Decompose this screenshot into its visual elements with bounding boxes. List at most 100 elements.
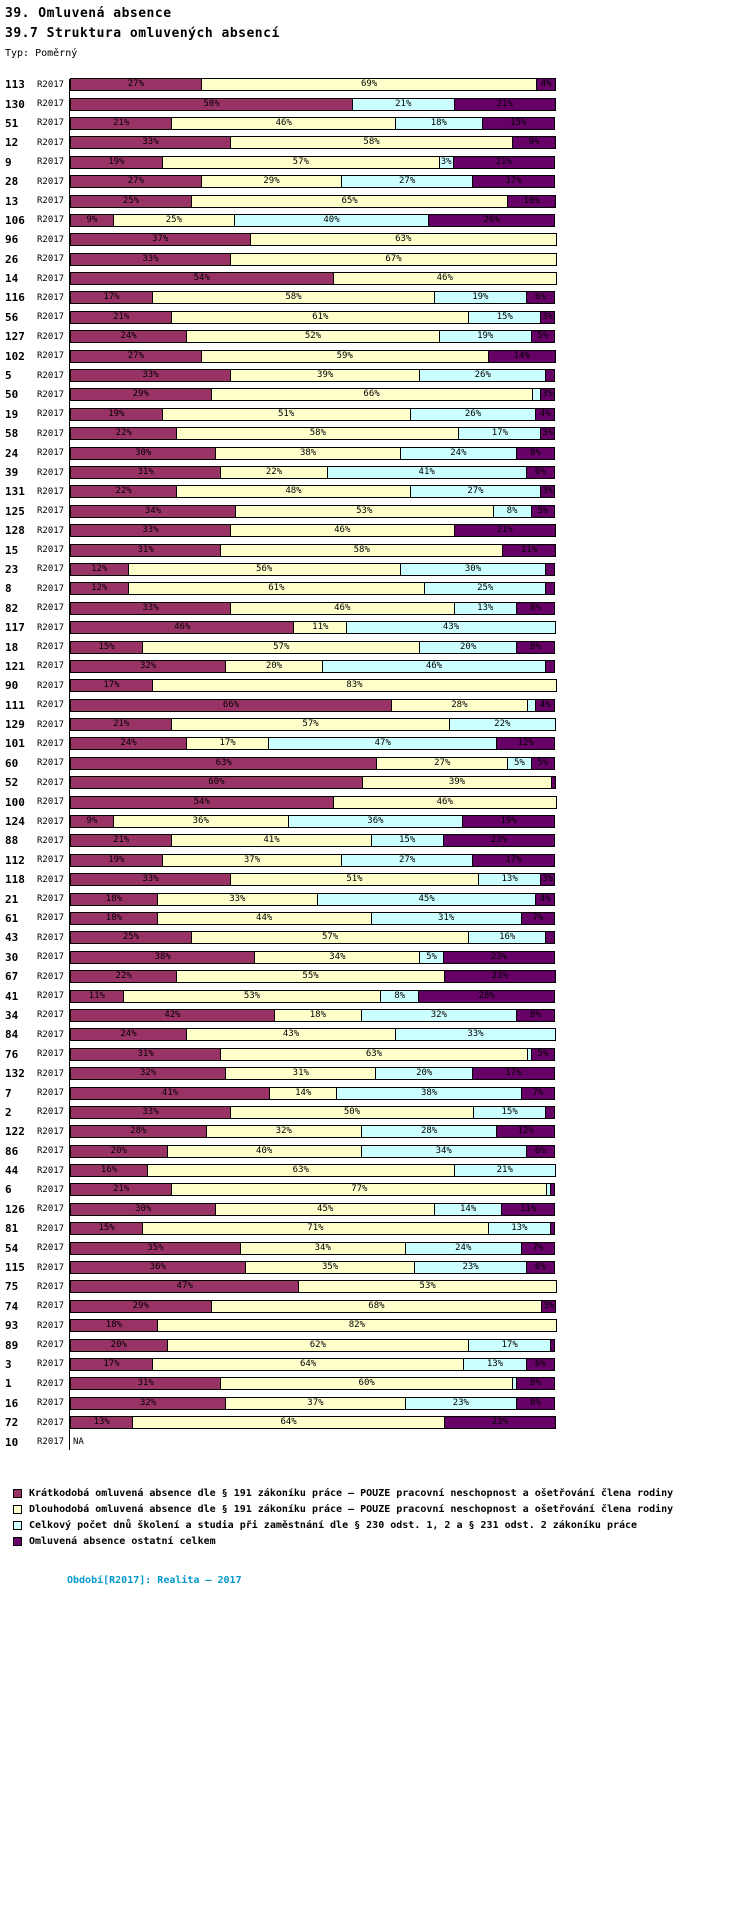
chart-row: 88 R2017 21% 41% 15% 23%	[5, 831, 750, 850]
chart-row: 5 R2017 33% 39% 26%	[5, 366, 750, 385]
chart-row: 26 R2017 33% 67%	[5, 250, 750, 269]
bar-segment-short_term: 33%	[70, 601, 232, 615]
row-id: 100	[5, 795, 25, 809]
row-period-label: R2017	[37, 1262, 65, 1273]
stacked-bar: 24% 52% 19% 5%	[70, 330, 558, 344]
bar-segment-other: 17%	[472, 1067, 555, 1081]
row-id: 113	[5, 78, 25, 92]
stacked-bar: 33% 51% 13% 3%	[70, 873, 558, 887]
bar-segment-short_term: 24%	[70, 330, 188, 344]
bar-segment-training: 33%	[394, 1028, 556, 1042]
stacked-bar: 25% 65% 10%	[70, 194, 558, 208]
stacked-bar: 17% 58% 19% 6%	[70, 291, 558, 305]
row-period-label: R2017	[37, 738, 65, 749]
bar-segment-long_term: 68%	[210, 1299, 543, 1313]
bar-segment-long_term: 58%	[176, 427, 460, 441]
stacked-bar: 21% 61% 15% 3%	[70, 310, 558, 324]
bar-segment-other: 7%	[520, 1241, 555, 1255]
bar-segment-short_term: 46%	[70, 621, 295, 635]
chart-row: 9 R2017 19% 57% 3% 21%	[5, 153, 750, 172]
bar-segment-other: 23%	[443, 1416, 556, 1430]
bar-segment-training: 31%	[370, 911, 522, 925]
bar-segment-long_term: 11%	[293, 621, 348, 635]
row-period-label: R2017	[37, 816, 65, 827]
bar-segment-training: 5%	[507, 756, 532, 770]
bar-segment-long_term: 34%	[254, 950, 421, 964]
bar-segment-training: 46%	[321, 659, 547, 673]
bar-segment-other: 10%	[507, 194, 556, 208]
stacked-bar: 54% 46%	[70, 795, 558, 809]
stacked-bar: 29% 66% 3%	[70, 388, 558, 402]
chart-row: 93 R2017 18% 82%	[5, 1316, 750, 1335]
chart-row: 81 R2017 15% 71% 13%	[5, 1219, 750, 1238]
bar-segment-long_term: 52%	[186, 330, 440, 344]
row-id: 82	[5, 601, 19, 615]
bar-segment-short_term: 22%	[70, 970, 178, 984]
row-id: 129	[5, 718, 25, 732]
row-period-label: R2017	[37, 680, 65, 691]
bar-segment-long_term: 46%	[332, 272, 557, 286]
chart-row: 10 R2017 NA	[5, 1432, 750, 1451]
row-id: 89	[5, 1338, 19, 1352]
row-period-label: R2017	[37, 525, 65, 536]
legend-item-short_term: Krátkodobá omluvená absence dle § 191 zá…	[13, 1488, 750, 1499]
bar-segment-other	[545, 931, 555, 945]
row-id: 122	[5, 1125, 25, 1139]
row-period-label: R2017	[37, 1204, 65, 1215]
chart-row: 43 R2017 25% 57% 16%	[5, 928, 750, 947]
bar-segment-other: 23%	[443, 970, 556, 984]
row-period-label: R2017	[37, 467, 65, 478]
row-id: 115	[5, 1261, 25, 1275]
stacked-bar: 30% 45% 14% 11%	[70, 1202, 558, 1216]
stacked-bar: 31% 63% 5%	[70, 1047, 558, 1061]
row-id: 86	[5, 1144, 19, 1158]
row-period-label: R2017	[37, 971, 65, 982]
bar-segment-short_term: 33%	[70, 252, 232, 266]
row-period-label: R2017	[37, 351, 65, 362]
bar-segment-short_term: 17%	[70, 1357, 153, 1371]
row-id: 72	[5, 1416, 19, 1430]
legend-label: Krátkodobá omluvená absence dle § 191 zá…	[29, 1487, 674, 1499]
stacked-bar: 33% 58% 9%	[70, 136, 558, 150]
row-id: 6	[5, 1183, 12, 1197]
bar-segment-short_term: 33%	[70, 873, 232, 887]
bar-segment-short_term: 32%	[70, 1396, 227, 1410]
chart-row: 118 R2017 33% 51% 13% 3%	[5, 870, 750, 889]
legend-item-other: Omluvená absence ostatní celkem	[13, 1536, 750, 1547]
stacked-bar: 12% 56% 30%	[70, 562, 558, 576]
bar-segment-short_term: 20%	[70, 1144, 168, 1158]
row-period-label: R2017	[37, 913, 65, 924]
stacked-bar: 32% 37% 23% 8%	[70, 1396, 558, 1410]
bar-segment-short_term: 32%	[70, 659, 227, 673]
bar-segment-short_term: 54%	[70, 795, 334, 809]
row-id: 30	[5, 950, 19, 964]
bar-segment-training: 34%	[360, 1144, 527, 1158]
bar-segment-training: 28%	[360, 1125, 498, 1139]
chart-title: 39. Omluvená absence	[5, 6, 172, 21]
stacked-bar: 19% 51% 26% 4%	[70, 407, 558, 421]
bar-segment-training: 3%	[438, 155, 454, 169]
stacked-bar: 33% 39% 26%	[70, 369, 558, 383]
bar-segment-training: 15%	[370, 834, 444, 848]
bar-segment-long_term: 27%	[376, 756, 509, 770]
bar-segment-short_term: 58%	[70, 97, 354, 111]
stacked-bar: 41% 14% 38% 7%	[70, 1086, 558, 1100]
bar-segment-short_term: 22%	[70, 427, 178, 441]
row-id: 43	[5, 931, 19, 945]
bar-segment-training: 36%	[287, 815, 464, 829]
chart-row: 75 R2017 47% 53%	[5, 1277, 750, 1296]
stacked-bar-chart: 113 R2017 27% 69% 4% 130 R2017 58% 21% 21% 51 R2017…	[5, 75, 750, 1452]
chart-row: 121 R2017 32% 20% 46%	[5, 657, 750, 676]
row-period-label: R2017	[37, 389, 65, 400]
bar-segment-short_term: 11%	[70, 989, 124, 1003]
row-period-label: R2017	[37, 1281, 65, 1292]
row-id: 56	[5, 310, 19, 324]
bar-segment-other: 3%	[540, 485, 555, 499]
bar-segment-training: 14%	[433, 1202, 503, 1216]
stacked-bar: 20% 62% 17%	[70, 1338, 558, 1352]
stacked-bar: 54% 46%	[70, 272, 558, 286]
row-id: 50	[5, 388, 19, 402]
row-period-label: R2017	[37, 312, 65, 323]
row-id: 67	[5, 970, 19, 984]
bar-segment-other: 7%	[520, 911, 555, 925]
